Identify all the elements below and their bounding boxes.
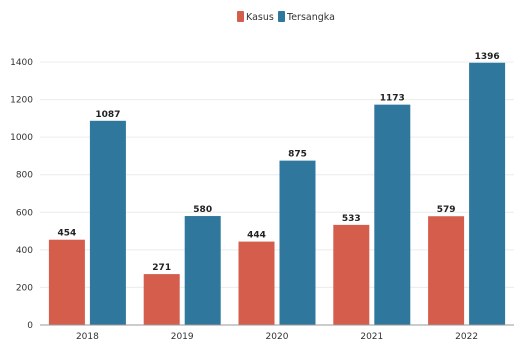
data-label: 875 — [288, 150, 307, 160]
data-label: 579 — [437, 205, 456, 215]
legend-label-tersangka: Tersangka — [286, 12, 335, 23]
bar-kasus-2022 — [428, 216, 465, 325]
bar-tersangka-2018 — [89, 120, 126, 325]
bar-tersangka-2020 — [279, 160, 316, 325]
y-tick-label: 800 — [16, 171, 33, 181]
x-tick-label: 2021 — [360, 332, 383, 341]
data-labels-group: 454 1087 271 580 444 875 533 1173 579 1396 — [58, 52, 500, 273]
x-axis: 2018 2019 2020 2021 2022 — [40, 324, 514, 341]
data-label: 533 — [342, 214, 361, 224]
y-axis: 0 200 400 600 800 1000 1200 1400 — [10, 58, 33, 331]
bar-tersangka-2021 — [374, 104, 411, 325]
data-label: 444 — [247, 231, 266, 241]
bar-kasus-2020 — [238, 241, 275, 325]
data-label: 454 — [58, 229, 77, 239]
data-label: 1173 — [380, 94, 405, 104]
x-tick-label: 2020 — [266, 332, 289, 341]
data-label: 580 — [193, 205, 212, 215]
legend-label-kasus: Kasus — [246, 12, 274, 23]
bar-kasus-2018 — [48, 239, 85, 325]
legend-swatch-kasus — [237, 11, 244, 22]
data-label: 271 — [152, 263, 171, 273]
x-tick-label: 2019 — [171, 332, 194, 341]
data-label: 1087 — [95, 110, 120, 120]
data-label: 1396 — [475, 52, 500, 62]
x-tick-label: 2018 — [76, 332, 99, 341]
y-tick-label: 600 — [16, 208, 33, 218]
y-tick-label: 200 — [16, 283, 33, 293]
x-tick-label: 2022 — [455, 332, 478, 341]
bar-kasus-2021 — [333, 224, 370, 325]
bar-tersangka-2022 — [469, 62, 506, 325]
y-tick-label: 1200 — [10, 96, 33, 106]
bars-group — [48, 62, 506, 325]
legend: Kasus Tersangka — [237, 11, 335, 23]
y-tick-label: 1400 — [10, 58, 33, 68]
y-tick-label: 0 — [27, 321, 33, 331]
y-tick-label: 400 — [16, 246, 33, 256]
bar-kasus-2019 — [143, 274, 180, 325]
y-tick-label: 1000 — [10, 133, 33, 143]
legend-swatch-tersangka — [278, 11, 285, 22]
bar-tersangka-2019 — [184, 216, 221, 325]
